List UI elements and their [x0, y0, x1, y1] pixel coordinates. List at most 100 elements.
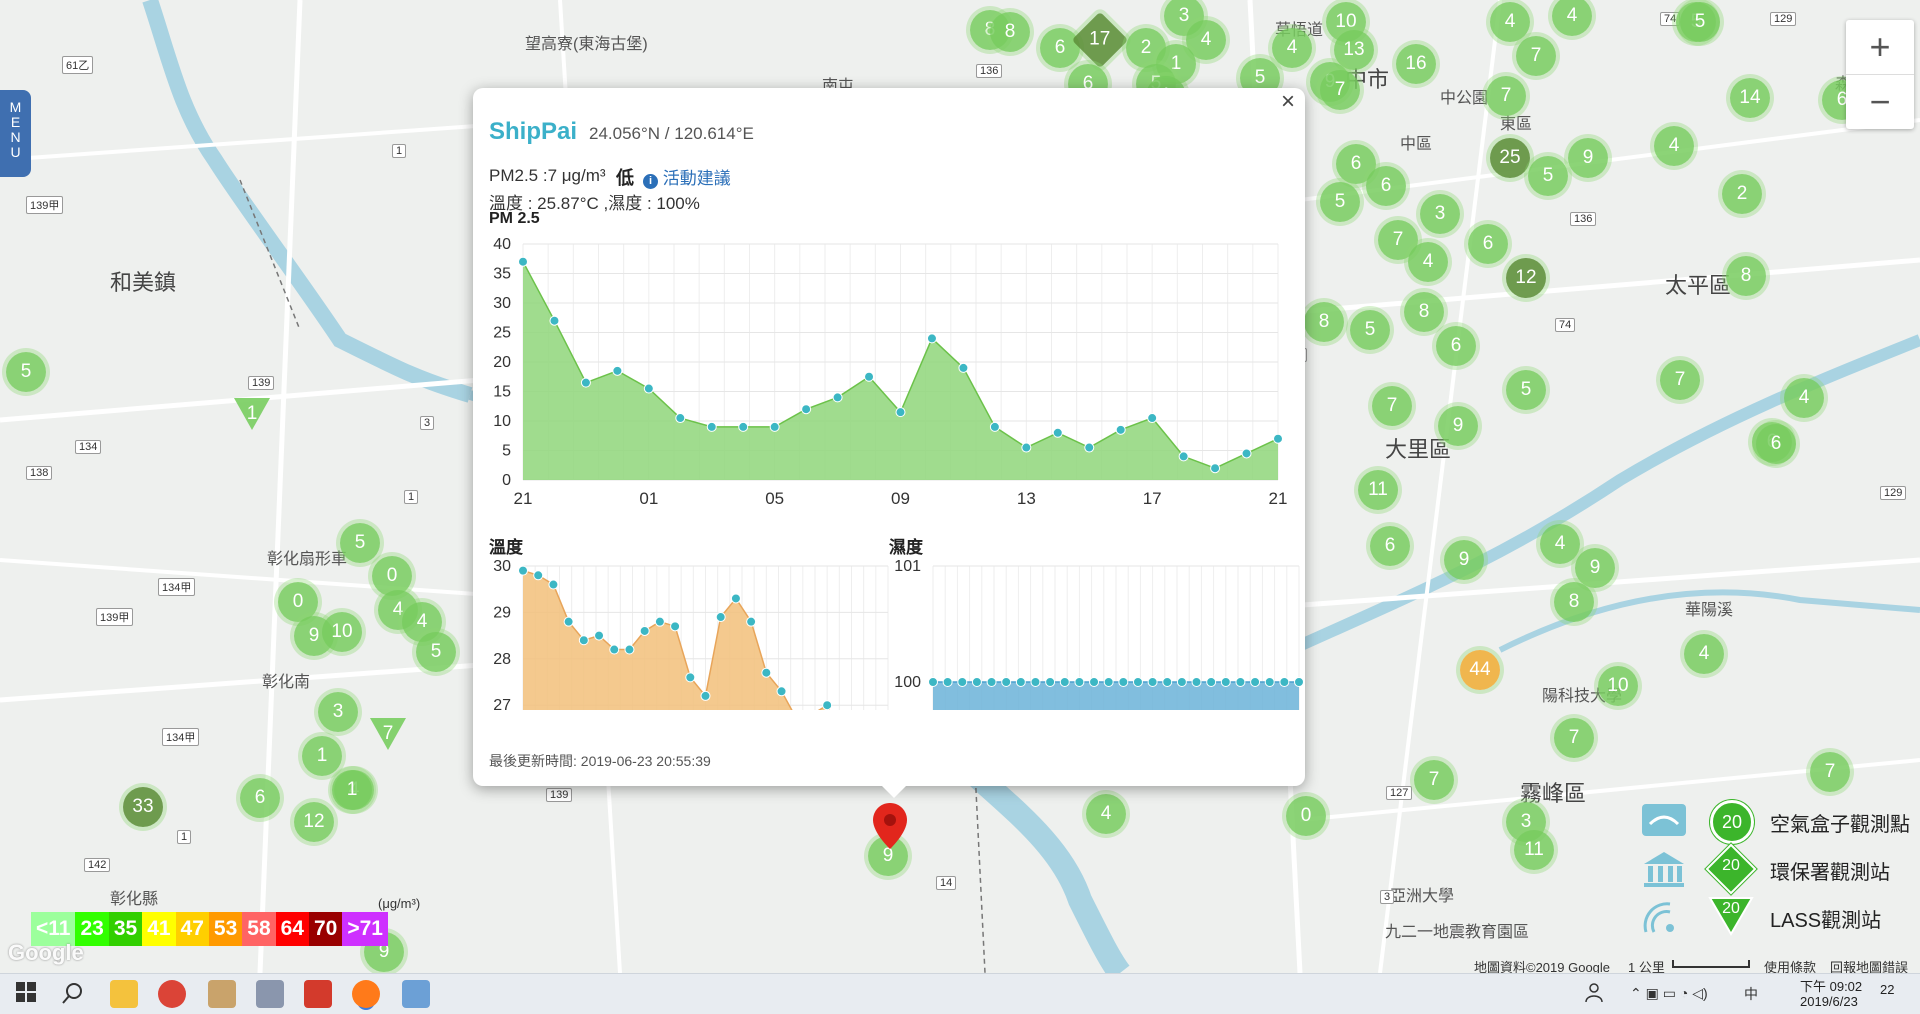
air-quality-marker[interactable]: 33: [123, 787, 163, 827]
clock-date[interactable]: 2019/6/23: [1800, 994, 1858, 1009]
scale-step: 58: [242, 912, 275, 946]
air-quality-marker[interactable]: 6: [1040, 28, 1080, 68]
air-quality-marker[interactable]: 7: [1554, 718, 1594, 758]
data-point: [747, 617, 756, 626]
tray-icons[interactable]: ⌃ ▣ ▭ ◔ ◁): [1630, 985, 1708, 1002]
air-quality-marker[interactable]: 6: [240, 778, 280, 818]
air-quality-marker[interactable]: 9: [1444, 540, 1484, 580]
air-quality-marker[interactable]: 7: [1320, 70, 1360, 110]
air-quality-marker[interactable]: 4: [1540, 524, 1580, 564]
app-icon-3[interactable]: [304, 980, 332, 1008]
people-icon[interactable]: [1582, 980, 1610, 1008]
data-point: [564, 617, 573, 626]
air-quality-marker[interactable]: 8: [1554, 582, 1594, 622]
data-point: [1280, 678, 1289, 687]
air-quality-marker[interactable]: 7: [1414, 760, 1454, 800]
data-point: [625, 645, 634, 654]
data-point: [833, 393, 842, 402]
air-quality-marker[interactable]: 8: [1726, 256, 1766, 296]
air-quality-marker[interactable]: 8: [1404, 292, 1444, 332]
air-quality-marker[interactable]: 6: [1756, 424, 1796, 464]
file-explorer-icon[interactable]: [110, 980, 138, 1008]
air-quality-marker[interactable]: 5: [340, 523, 380, 563]
data-point: [1053, 428, 1062, 437]
air-quality-marker[interactable]: 5: [1320, 182, 1360, 222]
air-quality-marker[interactable]: 5: [416, 632, 456, 672]
road-shield: 136: [1570, 212, 1596, 226]
air-quality-marker[interactable]: 11: [1358, 470, 1398, 510]
road-shield: 139: [248, 376, 274, 390]
air-quality-marker[interactable]: 8: [990, 12, 1030, 52]
air-quality-marker[interactable]: 2: [1722, 174, 1762, 214]
air-quality-marker[interactable]: 14: [1730, 78, 1770, 118]
air-quality-marker[interactable]: 5: [1680, 2, 1720, 42]
temperature-chart: 252627282930: [473, 554, 893, 710]
station-type-legend: 20 空氣盒子觀測點 20 環保署觀測站 20 LASS觀測站: [1640, 800, 1920, 950]
air-quality-marker[interactable]: 3: [1420, 194, 1460, 234]
zoom-in-button[interactable]: +: [1846, 20, 1914, 75]
app-icon-1[interactable]: [208, 980, 236, 1008]
app-icon-2[interactable]: [256, 980, 284, 1008]
y-tick-label: 30: [493, 558, 511, 575]
air-quality-marker[interactable]: 9: [1575, 548, 1615, 588]
air-quality-marker[interactable]: 4: [1784, 378, 1824, 418]
data-point: [987, 678, 996, 687]
air-quality-marker[interactable]: 16: [1396, 44, 1436, 84]
air-quality-marker[interactable]: 6: [1366, 166, 1406, 206]
air-quality-marker[interactable]: 9: [1438, 406, 1478, 446]
air-quality-marker[interactable]: 7: [1372, 386, 1412, 426]
air-quality-marker[interactable]: 0: [1286, 796, 1326, 836]
chrome-icon[interactable]: [158, 980, 186, 1008]
firefox-icon[interactable]: [352, 980, 380, 1008]
air-quality-marker[interactable]: 5: [1506, 370, 1546, 410]
air-quality-marker[interactable]: 4: [1408, 242, 1448, 282]
popup-close-button[interactable]: ×: [1281, 88, 1295, 116]
air-quality-marker[interactable]: 8: [1304, 302, 1344, 342]
air-quality-marker[interactable]: 4: [1684, 634, 1724, 674]
air-quality-marker[interactable]: 7: [1660, 360, 1700, 400]
air-quality-marker[interactable]: 7: [1810, 752, 1850, 792]
air-quality-marker[interactable]: 10: [1598, 666, 1638, 706]
windows-taskbar: ⌃ ▣ ▭ ◔ ◁) 中 下午 09:02 2019/6/23 22: [0, 973, 1920, 1014]
air-quality-marker[interactable]: 25: [1490, 138, 1530, 178]
air-quality-marker[interactable]: 7: [368, 714, 408, 754]
air-quality-marker[interactable]: 5: [1350, 310, 1390, 350]
air-quality-marker[interactable]: 7: [1486, 76, 1526, 116]
air-quality-marker[interactable]: 7: [1516, 36, 1556, 76]
air-quality-marker[interactable]: 1: [232, 394, 272, 434]
map-place-label: 彰化縣: [110, 885, 158, 909]
activity-advice-link[interactable]: i 活動建議: [643, 164, 731, 189]
windows-start-icon[interactable]: [14, 980, 42, 1008]
air-quality-marker[interactable]: 9: [1568, 138, 1608, 178]
y-tick-label: 101: [894, 558, 921, 575]
data-point: [707, 422, 716, 431]
air-quality-marker[interactable]: 4: [1272, 28, 1312, 68]
search-icon[interactable]: [60, 980, 88, 1008]
notification-center-icon[interactable]: 22: [1880, 982, 1894, 997]
air-quality-marker[interactable]: 10: [322, 612, 362, 652]
air-quality-marker[interactable]: 1: [332, 770, 372, 810]
air-quality-marker[interactable]: 6: [1468, 224, 1508, 264]
data-point: [1179, 452, 1188, 461]
air-quality-marker[interactable]: 5: [6, 352, 46, 392]
ime-indicator[interactable]: 中: [1744, 984, 1758, 1004]
air-quality-marker[interactable]: 11: [1514, 830, 1554, 870]
air-quality-marker[interactable]: 4: [1086, 794, 1126, 834]
air-quality-marker[interactable]: 3: [318, 692, 358, 732]
data-point: [1236, 678, 1245, 687]
air-quality-marker[interactable]: 4: [1654, 126, 1694, 166]
air-quality-marker[interactable]: 4: [1490, 2, 1530, 42]
air-quality-marker[interactable]: 44: [1460, 650, 1500, 690]
selected-location-pin[interactable]: [873, 803, 907, 849]
airbox-icon: [1640, 802, 1688, 842]
air-quality-marker[interactable]: 5: [1528, 156, 1568, 196]
air-quality-marker[interactable]: 1: [302, 736, 342, 776]
air-quality-marker[interactable]: 12: [294, 802, 334, 842]
zoom-out-button[interactable]: −: [1846, 75, 1914, 129]
air-quality-marker[interactable]: 6: [1436, 326, 1476, 366]
clock-time[interactable]: 下午 09:02: [1800, 976, 1862, 995]
air-quality-marker[interactable]: 12: [1506, 258, 1546, 298]
app-icon-4[interactable]: [402, 980, 430, 1008]
air-quality-marker[interactable]: 6: [1370, 526, 1410, 566]
